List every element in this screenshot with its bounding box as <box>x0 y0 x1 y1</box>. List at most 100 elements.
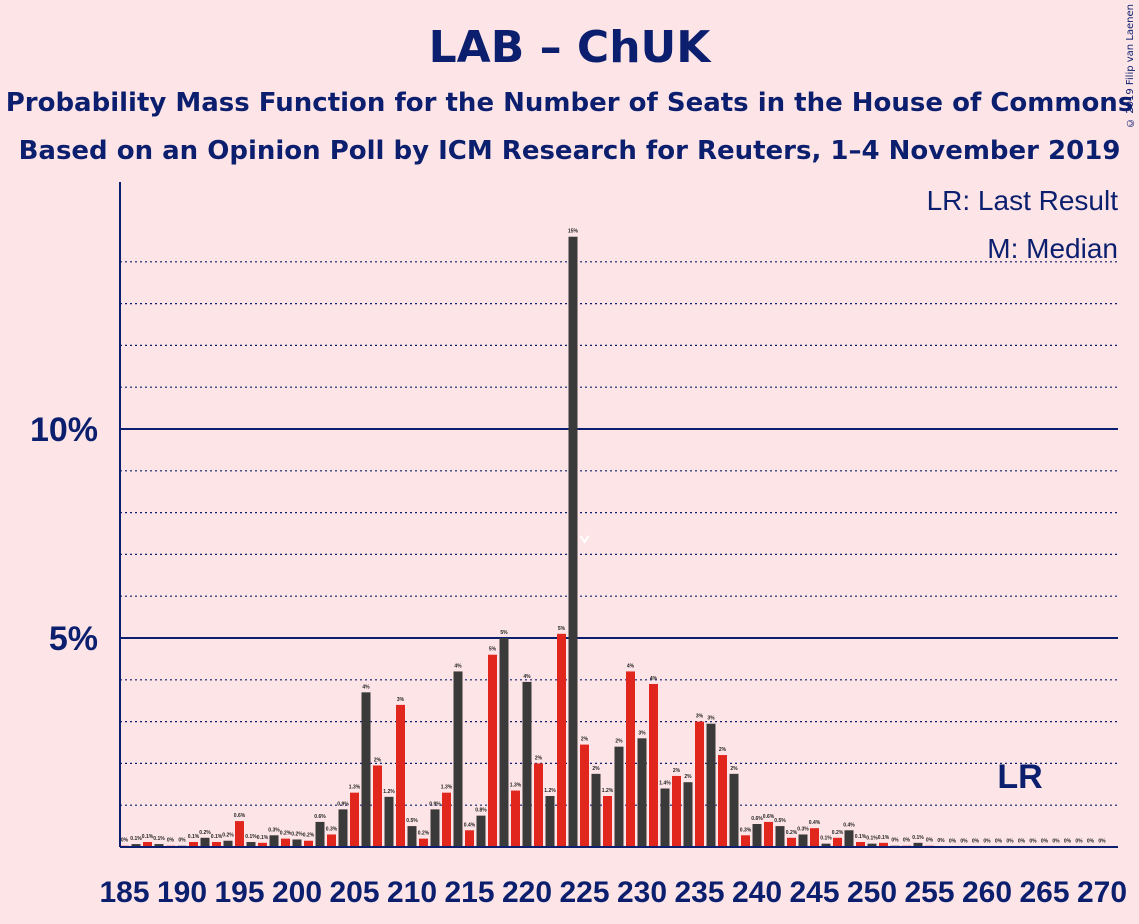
bar-value-label: 0.1% <box>245 834 257 840</box>
bar-value-label: 5% <box>489 647 497 653</box>
bar <box>614 746 624 847</box>
bar-value-label: 0.1% <box>855 834 867 840</box>
bar-value-label: 0% <box>1018 838 1026 844</box>
bar <box>787 837 796 847</box>
bar-value-label: 0% <box>1098 838 1106 844</box>
bar-value-label: 0.1% <box>878 835 890 841</box>
bar <box>568 236 578 848</box>
chart-subtitle: Probability Mass Function for the Number… <box>5 88 1134 118</box>
bar-value-label: 0.2% <box>303 833 315 839</box>
chart-title: LAB – ChUK <box>428 22 711 73</box>
bar <box>626 671 635 847</box>
bar <box>672 775 681 847</box>
bar <box>315 821 325 847</box>
bar <box>407 826 417 847</box>
bar <box>764 821 773 847</box>
bar-value-label: 0.9% <box>337 801 349 807</box>
bar <box>223 840 233 847</box>
bar <box>752 824 762 847</box>
bar <box>327 834 336 847</box>
bar-value-label: 0.1% <box>153 836 165 842</box>
bar-value-label: 0.9% <box>429 801 441 807</box>
bar <box>511 790 520 847</box>
bar-value-label: 0.2% <box>291 831 303 837</box>
bar <box>706 723 716 847</box>
bar-value-label: 3% <box>696 714 704 720</box>
x-tick-label: 200 <box>272 876 322 909</box>
bar-value-label: 0% <box>926 838 934 844</box>
bar-value-label: 2% <box>730 766 738 772</box>
bar-value-label: 0.2% <box>418 831 430 837</box>
bar-value-label: 0.8% <box>475 808 487 814</box>
bar-value-label: 0.1% <box>866 836 878 842</box>
bar <box>545 796 555 847</box>
bar-value-label: 0.4% <box>809 820 821 826</box>
bar-value-label: 5% <box>558 626 566 632</box>
bar <box>695 721 704 847</box>
bar <box>810 828 819 847</box>
bar <box>453 671 463 847</box>
bar-value-label: 2% <box>592 766 600 772</box>
bar-value-label: 0% <box>972 838 980 844</box>
x-tick-label: 185 <box>99 876 149 909</box>
bar-value-label: 0% <box>1006 838 1014 844</box>
bar-value-label: 0% <box>1029 838 1037 844</box>
bar <box>396 704 405 847</box>
bar-value-label: 0.1% <box>257 835 269 841</box>
bar-value-label: 0% <box>891 838 899 844</box>
x-tick-label: 225 <box>559 876 609 909</box>
bar <box>775 826 785 847</box>
bar-value-label: 3% <box>397 697 405 703</box>
bar-value-label: 2% <box>535 755 543 761</box>
x-tick-label: 270 <box>1077 876 1127 909</box>
bar-value-label: 0% <box>983 838 991 844</box>
bar-value-label: 0.4% <box>464 822 476 828</box>
bar <box>867 843 877 847</box>
x-tick-label: 195 <box>214 876 264 909</box>
x-tick-label: 265 <box>1019 876 1069 909</box>
bar <box>798 834 808 847</box>
bar-value-label: 5% <box>500 630 508 636</box>
legend-median: M: Median <box>987 233 1118 264</box>
bar-value-label: 2% <box>615 739 623 745</box>
bar <box>430 809 440 847</box>
x-tick-label: 245 <box>789 876 839 909</box>
bar <box>304 840 313 847</box>
bar-value-label: 0% <box>1052 838 1060 844</box>
bar-value-label: 0.5% <box>774 818 786 824</box>
bar <box>384 796 394 847</box>
bar-value-label: 1.2% <box>602 788 614 794</box>
last-result-marker: LR <box>997 758 1042 796</box>
bar-value-label: 1.3% <box>510 783 522 789</box>
bar-value-label: 0.1% <box>211 834 223 840</box>
bar-value-label: 0% <box>178 838 186 844</box>
bar <box>821 843 831 847</box>
chart-subtitle-poll: Based on an Opinion Poll by ICM Research… <box>18 136 1121 166</box>
bar <box>741 835 750 847</box>
bar-value-label: 2% <box>581 737 589 743</box>
bar <box>534 763 543 847</box>
x-tick-label: 205 <box>329 876 379 909</box>
bar <box>660 788 670 847</box>
bar-value-label: 0.1% <box>820 836 832 842</box>
bar-value-label: 1.4% <box>659 780 671 786</box>
bar <box>683 782 693 847</box>
bar-value-label: 0.4% <box>843 822 855 828</box>
bar-value-label: 0.6% <box>234 813 246 819</box>
bar-value-label: 4% <box>650 676 658 682</box>
bars <box>120 236 1107 848</box>
bar-value-label: 0.6% <box>314 814 326 820</box>
bar-value-label: 0% <box>121 838 129 844</box>
bar-value-label: 0% <box>1087 838 1095 844</box>
bar-value-label: 0% <box>995 838 1003 844</box>
bar-value-label: 4% <box>523 674 531 680</box>
bar-value-label: 0.3% <box>740 827 752 833</box>
bar <box>580 744 589 847</box>
bar-value-label: 0.2% <box>222 833 234 839</box>
x-tick-label: 235 <box>674 876 724 909</box>
bar-value-label: 0.3% <box>326 826 338 832</box>
x-tick-label: 250 <box>847 876 897 909</box>
bar <box>465 830 474 847</box>
bar-value-label: 0.3% <box>797 826 809 832</box>
